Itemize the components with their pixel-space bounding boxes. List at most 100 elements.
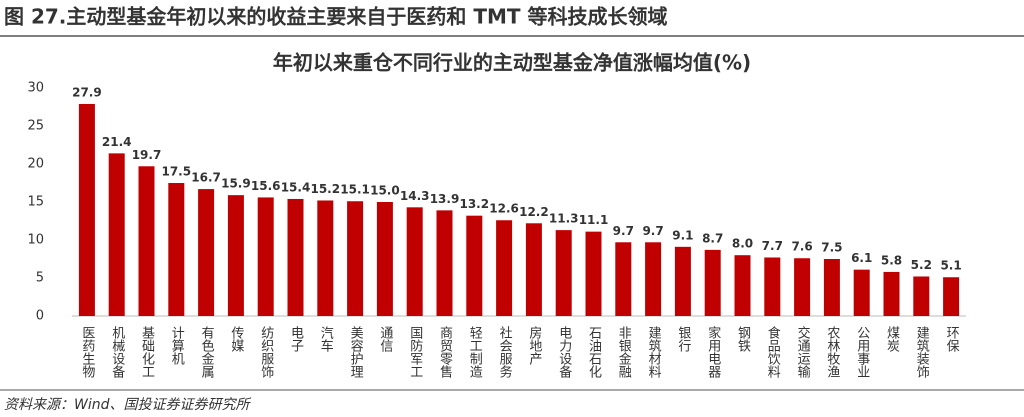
- y-tick-label: 20: [27, 157, 44, 172]
- x-tick-label: 房地产: [526, 325, 542, 366]
- x-tick-label: 汽车: [318, 326, 334, 352]
- x-tick-label: 美容护理: [348, 326, 364, 378]
- value-label: 19.7: [132, 148, 162, 162]
- x-tick-label: 轻工制造: [467, 326, 483, 379]
- bar: [138, 166, 155, 316]
- value-label: 15.2: [310, 182, 340, 196]
- bar: [257, 197, 274, 316]
- bar: [853, 269, 870, 316]
- bar: [168, 183, 185, 316]
- value-label: 15.0: [370, 184, 400, 198]
- value-label: 6.1: [851, 251, 872, 265]
- bar: [585, 231, 602, 316]
- x-tick-label: 银行: [675, 326, 691, 353]
- value-label: 7.6: [791, 240, 812, 254]
- x-tick-label: 家用电器: [705, 325, 721, 379]
- value-label: 11.3: [549, 212, 579, 226]
- y-tick-label: 15: [27, 195, 44, 210]
- x-tick-label: 计算机: [169, 326, 185, 366]
- chart-title: 年初以来重仓不同行业的主动型基金净值涨幅均值(%): [273, 51, 751, 75]
- value-label: 9.7: [613, 224, 634, 238]
- bar: [466, 215, 483, 316]
- x-tick-label: 钢铁: [735, 326, 751, 352]
- bar: [317, 200, 334, 316]
- bar: [943, 277, 960, 316]
- bar: [674, 246, 691, 316]
- bar: [436, 210, 453, 316]
- bar: [376, 202, 393, 316]
- bar: [108, 153, 125, 316]
- x-tick-label: 有色金属: [199, 326, 215, 379]
- x-tick-label: 纺织服饰: [258, 326, 274, 378]
- x-tick-label: 通信: [377, 326, 393, 352]
- bar: [287, 198, 304, 316]
- bar: [615, 242, 632, 316]
- value-label: 8.7: [702, 231, 723, 245]
- value-label: 21.4: [102, 135, 132, 149]
- x-tick-label: 交通运输: [795, 325, 811, 378]
- value-label: 12.2: [519, 205, 549, 219]
- x-tick-label: 环保: [944, 326, 960, 352]
- x-tick-label: 煤炭: [884, 326, 900, 353]
- bar: [823, 259, 840, 316]
- source-note: 资料来源：Wind、国投证券证券研究所: [4, 397, 251, 413]
- value-label: 11.1: [579, 213, 609, 227]
- bar: [555, 230, 572, 316]
- bar: [198, 189, 215, 316]
- value-label: 13.2: [459, 197, 489, 211]
- value-label: 5.1: [940, 259, 961, 273]
- value-label: 15.4: [281, 180, 311, 194]
- x-tick-label: 机械设备: [109, 326, 125, 379]
- value-label: 8.0: [732, 237, 753, 251]
- bar: [347, 201, 364, 316]
- value-label: 27.9: [72, 85, 102, 99]
- value-label: 5.2: [911, 258, 932, 272]
- bar: [525, 223, 542, 316]
- x-tick-label: 商贸零售: [437, 326, 453, 378]
- x-tick-label: 传媒: [228, 326, 244, 352]
- x-tick-label: 国防军工: [407, 326, 423, 378]
- y-tick-label: 30: [27, 81, 44, 96]
- x-tick-label: 建筑材料: [646, 326, 662, 378]
- bar: [883, 271, 900, 316]
- x-tick-label: 食品饮料: [765, 325, 781, 378]
- x-tick-label: 建筑装饰: [914, 326, 930, 378]
- value-label: 5.8: [881, 253, 902, 267]
- y-tick-label: 10: [27, 233, 44, 248]
- y-tick-label: 5: [36, 271, 44, 286]
- bar: [406, 207, 423, 316]
- value-label: 9.1: [672, 228, 693, 242]
- value-label: 12.6: [489, 202, 519, 216]
- value-label: 15.9: [221, 177, 251, 191]
- bar: [734, 255, 751, 316]
- y-tick-label: 25: [27, 119, 44, 134]
- x-tick-label: 电子: [288, 326, 304, 352]
- x-tick-label: 非银金融: [616, 326, 632, 378]
- x-tick-label: 农林牧渔: [824, 326, 840, 378]
- x-tick-label: 社会服务: [497, 325, 512, 378]
- bar: [227, 195, 244, 316]
- value-label: 13.9: [430, 192, 460, 206]
- value-label: 16.7: [191, 171, 221, 185]
- bar: [645, 242, 662, 316]
- value-label: 7.5: [821, 241, 842, 255]
- x-tick-label: 公用事业: [854, 326, 870, 378]
- x-tick-label: 石油石化: [586, 326, 602, 379]
- y-tick-label: 0: [36, 309, 44, 324]
- bar: [794, 258, 811, 316]
- value-label: 15.6: [251, 179, 281, 193]
- bar: [764, 257, 781, 316]
- bar: [913, 276, 930, 316]
- x-tick-label: 基础化工: [139, 326, 155, 378]
- bar: [704, 249, 721, 316]
- bar: [496, 220, 513, 316]
- value-label: 7.7: [762, 239, 783, 253]
- value-label: 17.5: [161, 165, 191, 179]
- bar: [78, 103, 95, 317]
- value-label: 15.1: [340, 183, 370, 197]
- value-label: 9.7: [642, 224, 663, 238]
- value-label: 14.3: [400, 189, 430, 203]
- figure-title: 图 27.主动型基金年初以来的收益主要来自于医药和 TMT 等科技成长领域: [4, 5, 668, 29]
- x-tick-label: 医药生物: [79, 326, 95, 379]
